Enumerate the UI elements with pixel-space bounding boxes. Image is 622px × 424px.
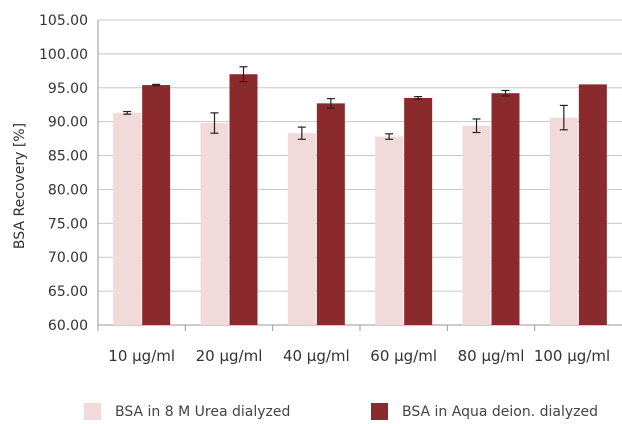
- bar-urea: [375, 136, 404, 325]
- y-tick-label: 105.00: [39, 13, 88, 29]
- legend-swatch-aqua: [371, 403, 388, 420]
- bars: [113, 66, 607, 326]
- y-tick-label: 85.00: [48, 149, 88, 165]
- y-axis-label: BSA Recovery [%]: [12, 123, 28, 249]
- x-tick-label: 60 µg/ml: [370, 347, 437, 365]
- bar-aqua: [316, 103, 345, 325]
- bar-urea: [200, 123, 229, 326]
- x-tick-label: 100 µg/ml: [534, 347, 610, 365]
- legend-label-aqua: BSA in Aqua deion. dialyzed: [402, 403, 598, 420]
- legend-swatch-urea: [84, 403, 101, 420]
- bar-urea: [113, 112, 142, 325]
- y-tick-label: 95.00: [48, 81, 88, 97]
- bar-urea: [462, 125, 491, 325]
- y-tick-label: 80.00: [48, 182, 88, 198]
- bar-aqua: [229, 74, 258, 325]
- x-tick-label: 80 µg/ml: [458, 347, 525, 365]
- bar-urea: [549, 117, 578, 325]
- x-tick-label: 10 µg/ml: [108, 347, 175, 365]
- bar-aqua: [142, 85, 171, 325]
- bar-aqua: [491, 93, 520, 325]
- y-tick-label: 60.00: [48, 318, 88, 334]
- legend-item-aqua: BSA in Aqua deion. dialyzed: [371, 403, 598, 420]
- x-tick-label: 40 µg/ml: [283, 347, 350, 365]
- legend-item-urea: BSA in 8 M Urea dialyzed: [84, 403, 290, 420]
- y-tick-label: 75.00: [48, 216, 88, 232]
- bar-aqua: [404, 97, 433, 325]
- legend-label-urea: BSA in 8 M Urea dialyzed: [115, 403, 291, 420]
- legend: BSA in 8 M Urea dialyzed BSA in Aqua dei…: [0, 403, 622, 423]
- y-axis-ticks: 60.00 65.00 70.00 75.00 80.00 85.00 90.00 95.00…: [39, 13, 88, 334]
- y-tick-label: 70.00: [48, 250, 88, 266]
- bar-chart: 60.00 65.00 70.00 75.00 80.00 85.00 90.00 95.00…: [12, 13, 622, 365]
- bar-aqua: [578, 84, 607, 325]
- y-tick-label: 100.00: [39, 47, 88, 63]
- y-tick-label: 90.00: [48, 115, 88, 131]
- y-tick-label: 65.00: [48, 284, 88, 300]
- x-axis-ticks: 10 µg/ml 20 µg/ml 40 µg/ml 60 µg/ml 80 µg/ml…: [108, 347, 610, 365]
- grid: [97, 19, 622, 331]
- bar-urea: [287, 133, 316, 325]
- x-tick-label: 20 µg/ml: [196, 347, 263, 365]
